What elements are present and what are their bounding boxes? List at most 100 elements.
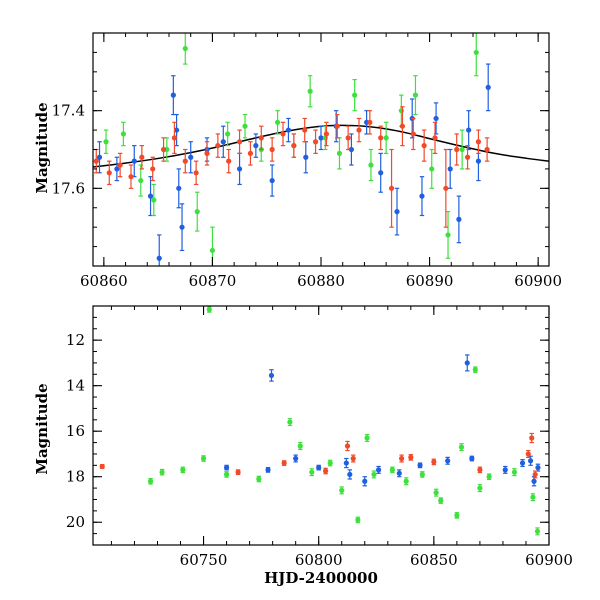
- top-model-curve: [93, 124, 549, 168]
- top-point-red: [139, 154, 145, 160]
- bottom-point-red: [529, 435, 535, 441]
- bottom-point-green: [454, 512, 460, 519]
- top-point-red: [128, 174, 134, 180]
- bottom-point-green: [159, 469, 165, 475]
- top-point-red: [443, 185, 449, 191]
- top-point-red: [258, 135, 264, 141]
- bottom-point-blue: [293, 455, 299, 462]
- top-point-blue: [170, 92, 176, 98]
- bottom-point-green: [530, 494, 536, 500]
- bottom-point-red: [344, 443, 351, 449]
- top-point-green: [429, 166, 435, 172]
- bottom-x-axis-label: HJD-2400000: [264, 569, 378, 587]
- bottom-point-blue: [362, 478, 368, 484]
- bottom-point-green: [327, 460, 333, 466]
- top-point-green: [352, 92, 358, 98]
- bottom-data-layer: [99, 306, 541, 536]
- bottom-point-red: [408, 454, 414, 460]
- top-point-red: [432, 135, 438, 141]
- top-point-green: [103, 139, 109, 145]
- top-point-blue: [456, 216, 462, 222]
- top-point-blue: [220, 139, 226, 145]
- top-point-red: [193, 170, 199, 176]
- top-point-green: [383, 135, 389, 141]
- bottom-point-blue: [265, 467, 271, 473]
- bottom-series-green: [147, 306, 541, 536]
- top-y-axis-label: Magnitude: [33, 102, 51, 193]
- top-point-blue: [447, 166, 453, 172]
- top-point-red: [421, 143, 427, 149]
- top-point-blue: [131, 158, 137, 164]
- top-point-green: [182, 45, 188, 52]
- bottom-point-red: [281, 460, 287, 466]
- bottom-point-red: [477, 467, 483, 473]
- top-point-blue: [179, 224, 185, 230]
- bottom-y-tick-label: 20: [66, 513, 85, 531]
- top-y-tick-label: 17.6: [52, 179, 85, 197]
- top-point-blue: [378, 170, 384, 176]
- bottom-point-green: [364, 435, 370, 441]
- bottom-x-tick-label: 60900: [525, 551, 573, 569]
- top-point-blue: [176, 185, 182, 191]
- top-point-blue: [174, 127, 180, 133]
- bottom-point-green: [419, 471, 425, 478]
- top-point-red: [475, 139, 482, 145]
- top-point-red: [388, 185, 395, 191]
- bottom-point-red: [399, 455, 405, 462]
- bottom-x-tick-label: 60750: [180, 551, 228, 569]
- top-x-tick-label: 60900: [514, 272, 562, 290]
- top-series-red: [93, 106, 490, 228]
- bottom-point-blue: [417, 462, 423, 468]
- bottom-y-tick-label: 18: [66, 468, 85, 486]
- bottom-point-blue: [502, 467, 508, 473]
- bottom-plot-area: 60750 60800 60850 60900 12 14 16 18 20: [66, 305, 573, 569]
- top-point-red: [291, 143, 297, 149]
- top-point-red: [215, 143, 221, 149]
- top-point-green: [368, 162, 374, 168]
- bottom-axes-frame: [92, 305, 550, 546]
- top-point-green: [459, 146, 465, 153]
- bottom-point-green: [309, 469, 315, 475]
- bottom-y-axis-label: Magnitude: [33, 383, 51, 474]
- bottom-point-red: [532, 471, 538, 478]
- bottom-point-red: [99, 463, 105, 470]
- top-x-tick-label: 60880: [297, 272, 345, 290]
- bottom-point-blue: [223, 465, 230, 471]
- top-point-blue: [114, 166, 120, 172]
- bottom-point-green: [371, 471, 377, 478]
- top-point-red: [323, 131, 330, 137]
- top-plot-area: 60860 60870 60880 60890 60900 17.4 17.6: [52, 32, 562, 290]
- top-point-red: [399, 123, 406, 129]
- top-point-blue: [285, 127, 292, 133]
- top-y-tick-label: 17.4: [52, 102, 85, 120]
- top-x-tick-label: 60870: [189, 272, 237, 290]
- top-point-blue: [485, 84, 491, 90]
- top-point-blue: [475, 158, 482, 164]
- bottom-point-green: [180, 467, 186, 473]
- bottom-point-red: [235, 469, 241, 475]
- top-point-red: [484, 146, 490, 153]
- bottom-point-green: [297, 443, 303, 449]
- top-point-green: [274, 119, 281, 125]
- top-point-red: [356, 127, 362, 133]
- bottom-point-red: [350, 455, 356, 462]
- bottom-point-green: [477, 485, 483, 491]
- top-point-red: [464, 154, 471, 160]
- top-point-green: [445, 232, 451, 238]
- top-point-red: [345, 135, 351, 141]
- top-point-red: [269, 146, 275, 153]
- bottom-point-blue: [531, 478, 537, 484]
- bottom-point-blue: [527, 458, 534, 464]
- bottom-point-green: [511, 469, 518, 475]
- top-point-blue: [253, 143, 259, 149]
- top-point-red: [367, 119, 373, 125]
- bottom-point-green: [287, 419, 293, 425]
- bottom-point-green: [389, 467, 395, 473]
- top-point-blue: [236, 166, 243, 172]
- top-point-green: [398, 108, 404, 114]
- top-point-green: [209, 247, 216, 254]
- bottom-point-blue: [268, 372, 275, 379]
- bottom-point-green: [433, 490, 439, 496]
- top-point-blue: [348, 146, 354, 153]
